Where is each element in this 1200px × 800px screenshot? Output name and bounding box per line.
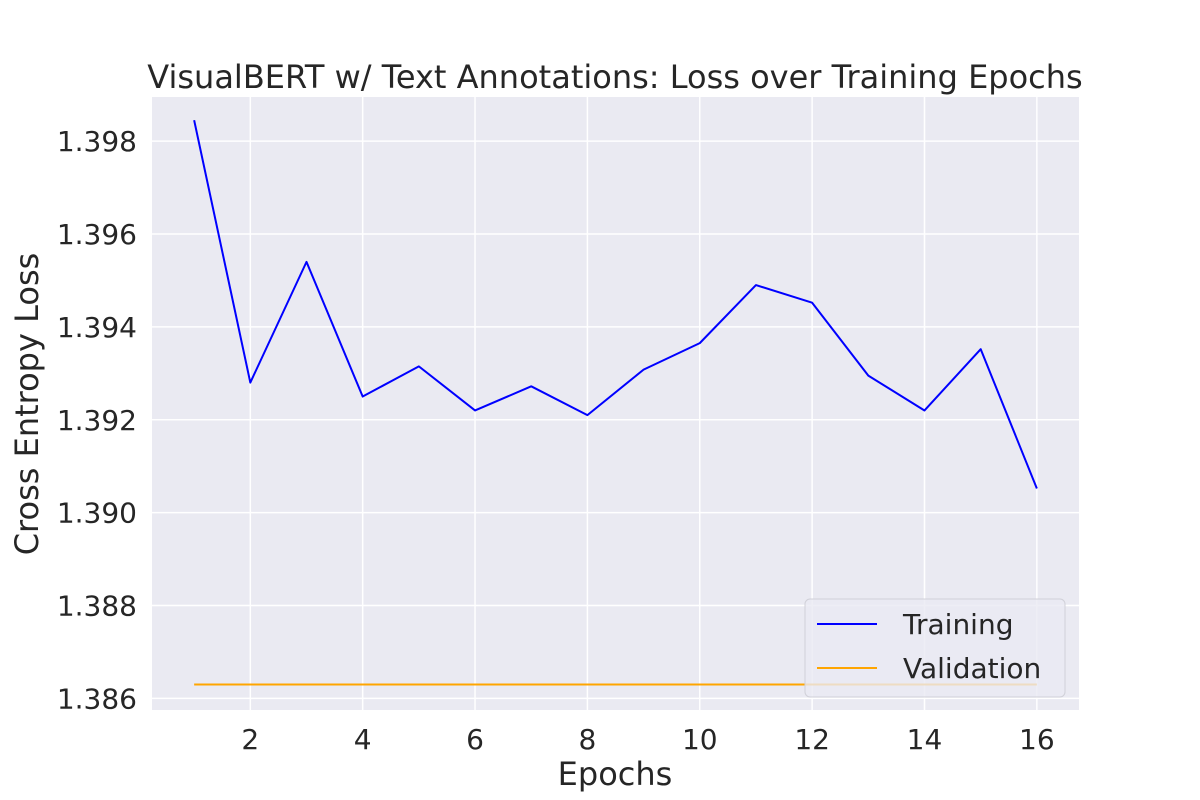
y-tick-label: 1.396 (57, 218, 137, 251)
x-tick-label: 4 (354, 723, 372, 756)
chart-title: VisualBERT w/ Text Annotations: Loss ove… (147, 58, 1082, 96)
y-tick-label: 1.390 (57, 497, 137, 530)
series-line-training (193, 120, 1038, 489)
x-tick-label: 2 (241, 723, 259, 756)
x-tick-label: 10 (682, 723, 718, 756)
x-tick-label: 14 (907, 723, 943, 756)
x-tick-label: 6 (466, 723, 484, 756)
y-ticks: 1.386 1.388 1.390 1.392 1.394 1.396 1.398 (57, 125, 137, 715)
x-tick-label: 8 (578, 723, 596, 756)
x-tick-label: 12 (794, 723, 830, 756)
y-tick-label: 1.388 (57, 590, 137, 623)
x-tick-label: 16 (1019, 723, 1055, 756)
y-tick-label: 1.386 (57, 682, 137, 715)
y-tick-label: 1.394 (57, 311, 137, 344)
legend-label-validation: Validation (903, 652, 1041, 685)
x-ticks: 2 4 6 8 10 12 14 16 (241, 723, 1054, 756)
y-tick-label: 1.398 (57, 125, 137, 158)
legend-label-training: Training (902, 608, 1013, 641)
y-axis-label: Cross Entropy Loss (8, 253, 46, 556)
x-axis-label: Epochs (558, 755, 673, 793)
y-tick-label: 1.392 (57, 404, 137, 437)
legend: Training Validation (804, 598, 1066, 698)
